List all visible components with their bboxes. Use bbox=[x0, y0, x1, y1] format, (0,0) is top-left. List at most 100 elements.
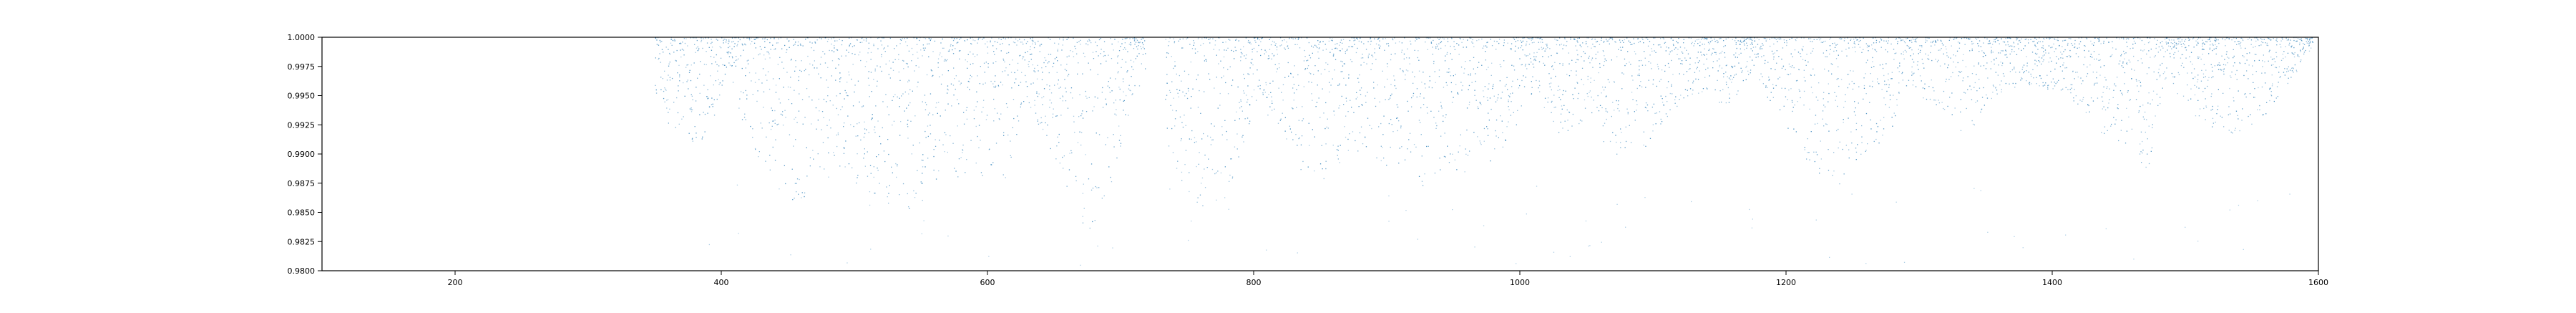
data-point bbox=[1288, 75, 1289, 77]
data-point bbox=[1738, 54, 1740, 56]
data-point bbox=[1844, 37, 1845, 39]
data-point bbox=[1335, 47, 1337, 49]
data-point bbox=[1875, 122, 1878, 125]
data-point bbox=[1365, 95, 1367, 97]
data-point bbox=[697, 77, 698, 79]
data-point bbox=[1981, 108, 1983, 110]
data-point bbox=[1818, 82, 1820, 84]
data-point bbox=[1033, 82, 1034, 84]
data-point bbox=[1075, 180, 1077, 182]
data-point bbox=[663, 97, 665, 100]
data-point bbox=[1941, 42, 1943, 44]
data-point bbox=[741, 119, 743, 120]
data-point bbox=[1378, 126, 1380, 127]
data-point bbox=[806, 175, 808, 177]
data-point bbox=[728, 39, 730, 41]
data-point bbox=[924, 38, 927, 39]
data-point bbox=[1126, 37, 1128, 39]
data-point bbox=[1814, 74, 1815, 76]
data-point bbox=[1010, 37, 1012, 39]
data-point bbox=[1853, 42, 1855, 44]
data-point bbox=[1786, 40, 1787, 42]
data-point bbox=[998, 118, 1000, 120]
data-point bbox=[865, 38, 867, 39]
data-point bbox=[2266, 42, 2268, 44]
data-point bbox=[2102, 100, 2104, 102]
data-point bbox=[2057, 37, 2059, 39]
data-point bbox=[990, 164, 992, 165]
data-point bbox=[1016, 134, 1018, 135]
data-point bbox=[1642, 39, 1644, 40]
data-point bbox=[1932, 41, 1933, 42]
data-point bbox=[2250, 39, 2253, 41]
data-point bbox=[1683, 42, 1684, 44]
data-point bbox=[1531, 42, 1533, 44]
data-points bbox=[655, 37, 2313, 266]
data-point bbox=[807, 37, 809, 39]
data-point bbox=[1702, 37, 1703, 39]
data-point bbox=[2238, 204, 2240, 206]
data-point bbox=[935, 145, 937, 147]
data-point bbox=[2090, 40, 2092, 42]
data-point bbox=[1292, 87, 1294, 89]
data-point bbox=[892, 96, 894, 97]
data-point bbox=[1855, 107, 1856, 109]
data-point bbox=[1470, 37, 1472, 39]
data-point bbox=[1319, 42, 1321, 43]
data-point bbox=[1950, 57, 1951, 59]
data-point bbox=[947, 88, 948, 90]
data-point bbox=[2298, 56, 2300, 57]
data-point bbox=[711, 97, 713, 99]
data-point bbox=[1949, 37, 1951, 39]
data-point bbox=[1653, 37, 1654, 39]
data-point bbox=[1193, 40, 1194, 42]
data-point bbox=[1737, 57, 1738, 58]
data-point bbox=[1307, 59, 1309, 61]
data-point bbox=[1819, 39, 1820, 41]
data-point bbox=[1286, 138, 1287, 140]
data-point bbox=[1650, 62, 1652, 64]
data-point bbox=[735, 59, 736, 62]
data-point bbox=[1839, 183, 1840, 185]
data-point bbox=[1113, 146, 1115, 148]
data-point bbox=[1803, 90, 1805, 92]
data-point bbox=[1619, 39, 1621, 41]
data-point bbox=[2122, 62, 2124, 64]
data-point bbox=[860, 59, 862, 62]
data-point bbox=[2081, 83, 2082, 85]
data-point bbox=[2047, 88, 2049, 90]
data-point bbox=[2069, 89, 2071, 90]
data-point bbox=[1420, 134, 1422, 135]
data-point bbox=[2255, 40, 2257, 42]
data-point bbox=[2275, 52, 2277, 53]
data-point bbox=[2129, 48, 2131, 49]
data-point bbox=[2089, 56, 2092, 57]
data-point bbox=[1184, 70, 1186, 72]
data-point bbox=[888, 153, 889, 155]
data-point bbox=[1705, 38, 1707, 39]
data-point bbox=[2197, 42, 2199, 44]
data-point bbox=[1314, 44, 1316, 46]
data-point bbox=[1082, 110, 1083, 112]
data-point bbox=[952, 39, 955, 42]
data-point bbox=[674, 39, 675, 40]
data-point bbox=[2049, 57, 2051, 59]
data-point bbox=[1340, 60, 1342, 62]
data-point bbox=[2099, 74, 2101, 76]
data-point bbox=[1806, 158, 1807, 160]
data-point bbox=[952, 143, 954, 144]
data-point bbox=[2308, 44, 2310, 47]
data-point bbox=[1262, 94, 1264, 95]
data-point bbox=[2191, 72, 2192, 74]
data-point bbox=[924, 130, 926, 133]
data-point bbox=[1214, 40, 1216, 42]
data-point bbox=[706, 96, 708, 97]
data-point bbox=[2082, 98, 2084, 100]
data-point bbox=[930, 93, 932, 95]
data-point bbox=[1995, 87, 1996, 89]
data-point bbox=[1805, 64, 1807, 66]
data-point bbox=[1179, 74, 1180, 77]
data-point bbox=[1958, 42, 1961, 44]
data-point bbox=[1133, 40, 1136, 42]
data-point bbox=[2094, 37, 2096, 39]
